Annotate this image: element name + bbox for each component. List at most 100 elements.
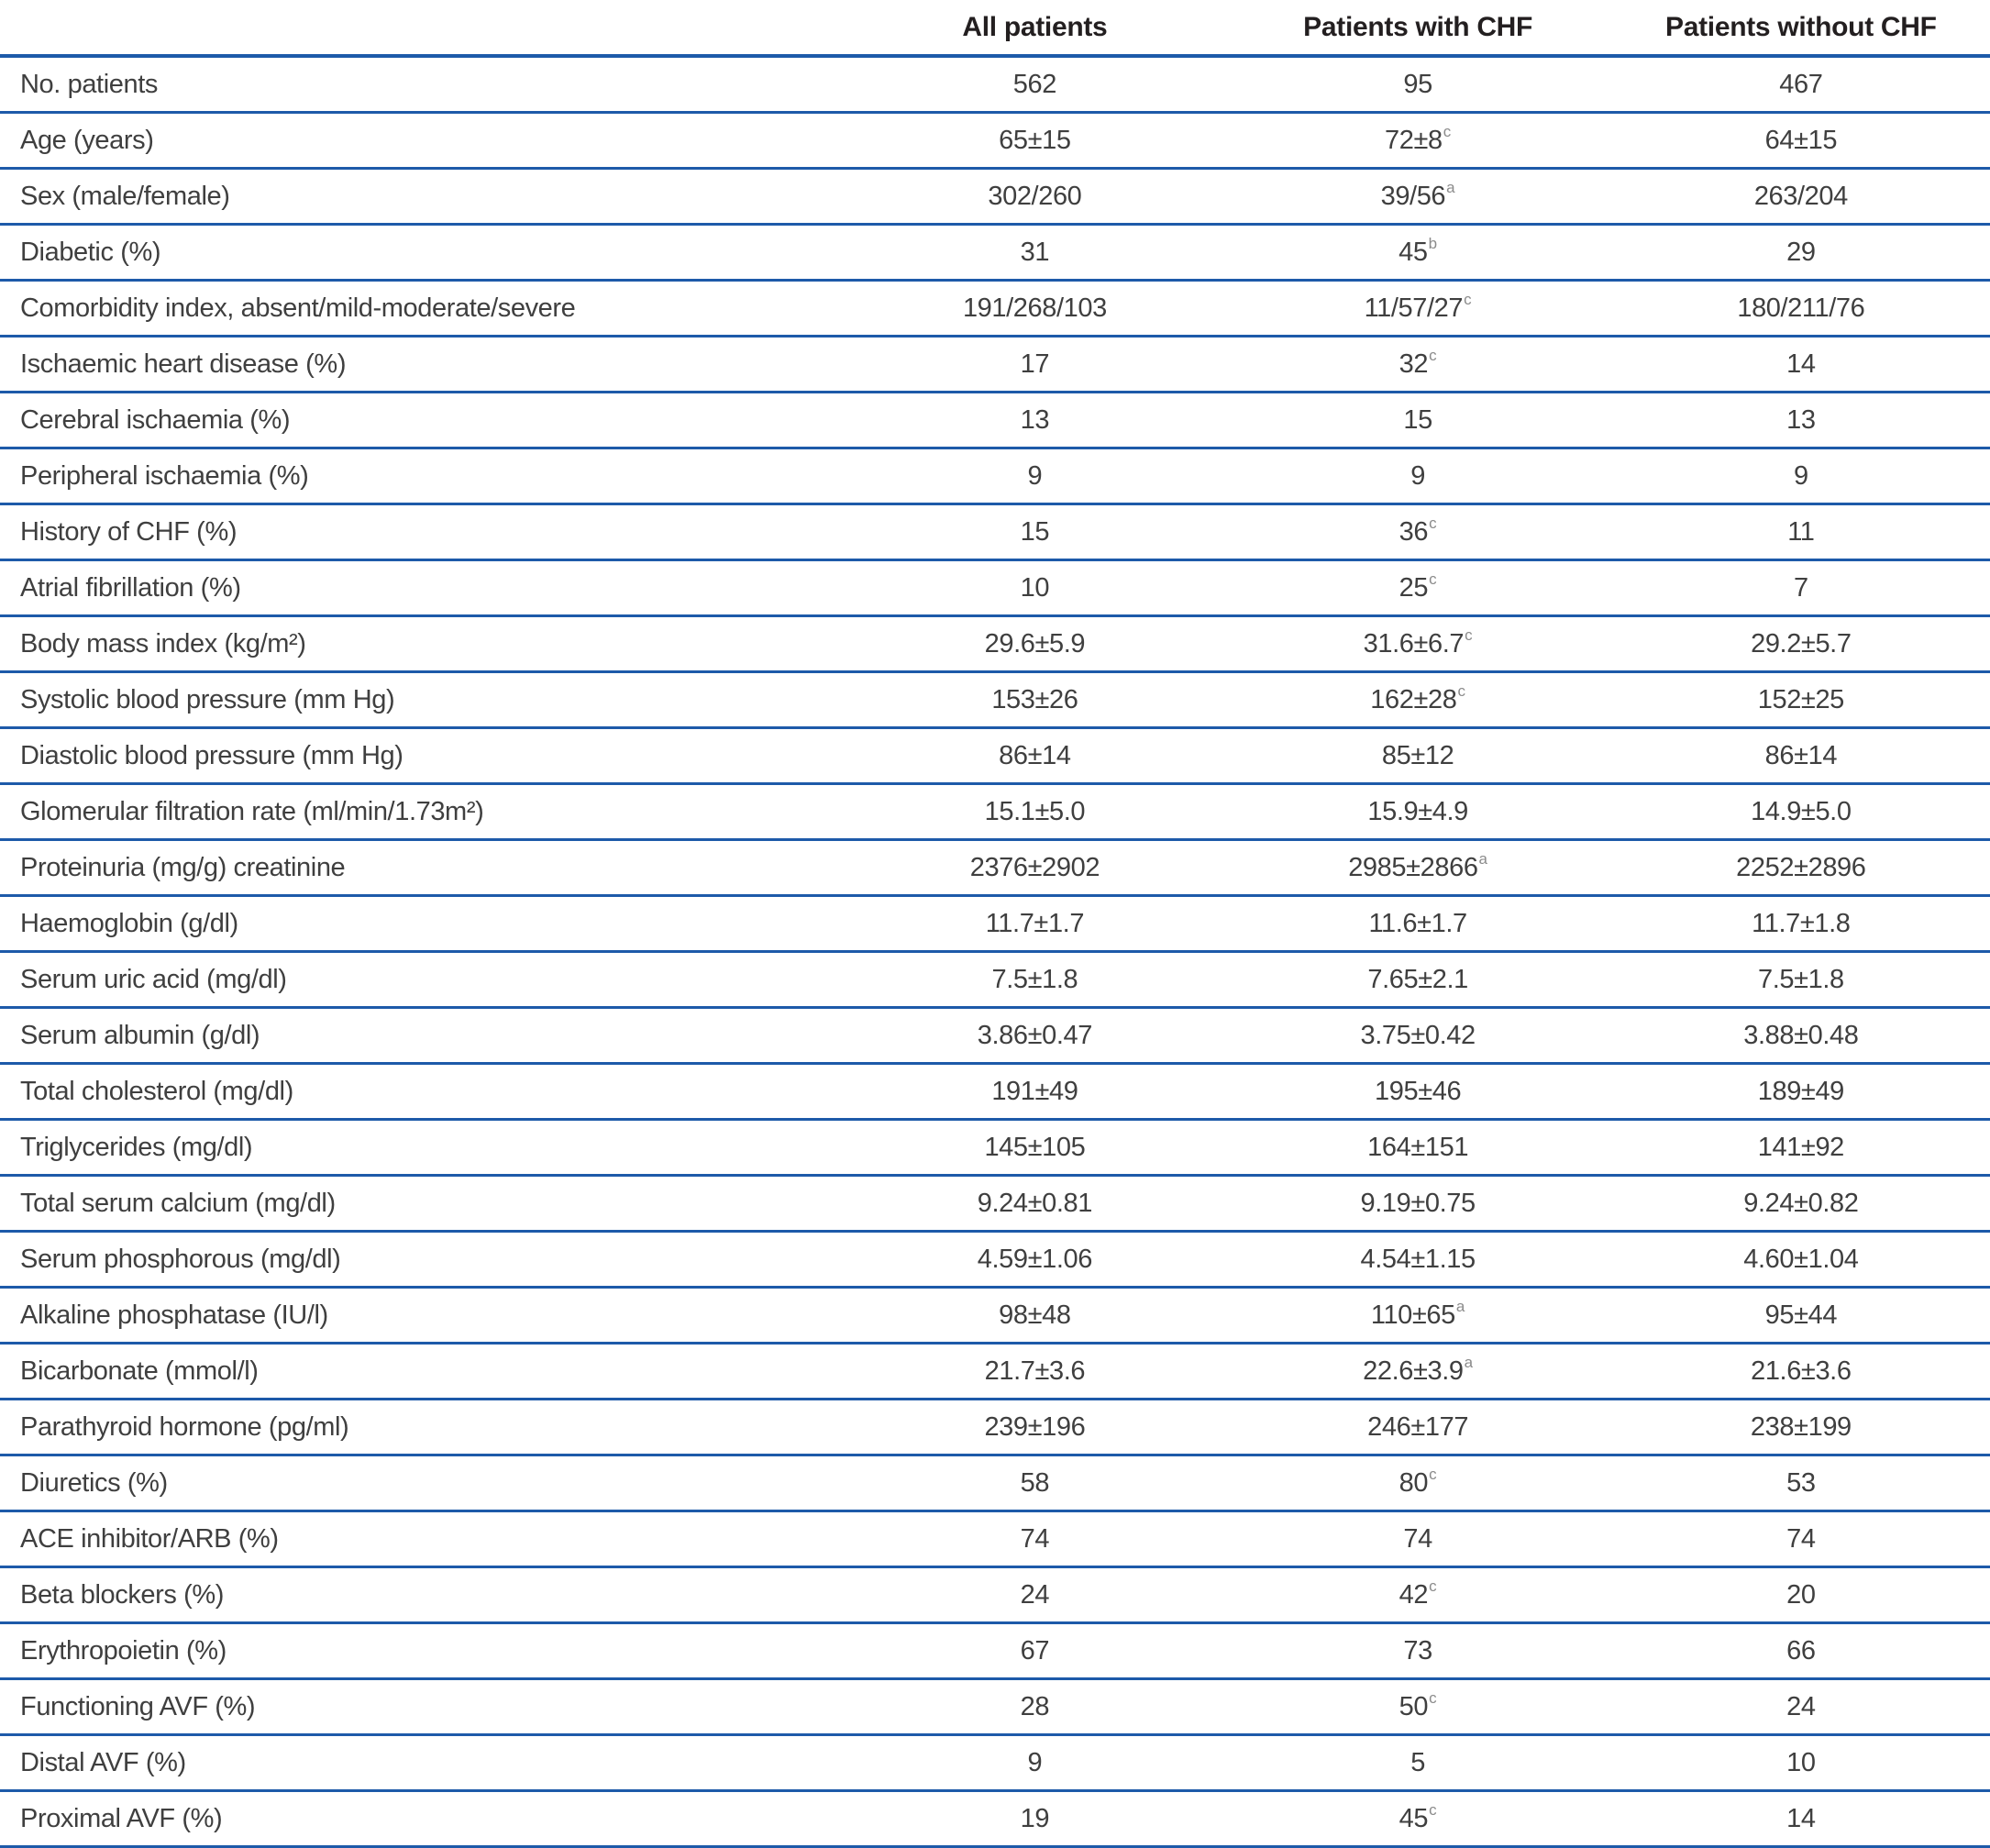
row-label: Serum phosphorous (mg/dl): [0, 1231, 846, 1289]
significance-superscript: a: [1446, 178, 1455, 196]
cell-value: 11.7±1.8: [1611, 895, 1990, 953]
significance-superscript: c: [1429, 346, 1437, 364]
value-text: 9.24±0.82: [1743, 1188, 1859, 1218]
cell-value: 195±46: [1223, 1063, 1612, 1121]
row-label: ACE inhibitor/ARB (%): [0, 1510, 846, 1568]
row-label: Atrial fibrillation (%): [0, 559, 846, 617]
header-patients-with-chf: Patients with CHF: [1223, 0, 1612, 58]
cell-value: 9: [846, 1734, 1224, 1792]
row-label: Distal AVF (%): [0, 1734, 846, 1792]
significance-superscript: c: [1429, 1577, 1437, 1595]
value-text: 80: [1399, 1467, 1429, 1498]
row-label: Triglycerides (mg/dl): [0, 1119, 846, 1177]
row-label: Total serum calcium (mg/dl): [0, 1175, 846, 1233]
row-label: Total cholesterol (mg/dl): [0, 1063, 846, 1121]
cell-value: 13: [1611, 392, 1990, 449]
table-row: Age (years) 65±15 72±8c 64±15: [0, 112, 1990, 170]
row-label: Peripheral ischaemia (%): [0, 448, 846, 505]
row-label: Beta blockers (%): [0, 1566, 846, 1624]
row-label: Functioning AVF (%): [0, 1678, 846, 1736]
row-label: Diastolic blood pressure (mm Hg): [0, 727, 846, 785]
table-row: Proximal AVF (%) 19 45c 14: [0, 1790, 1990, 1848]
value-text: 191/268/103: [962, 293, 1107, 323]
value-text: 95±44: [1764, 1300, 1838, 1330]
significance-superscript: a: [1464, 1353, 1474, 1371]
value-text: 19: [1020, 1803, 1050, 1833]
value-text: 2252±2896: [1736, 852, 1866, 882]
table-row: Systolic blood pressure (mm Hg) 153±26 162…: [0, 671, 1990, 729]
value-text: 13: [1020, 404, 1050, 435]
table-row: Erythropoietin (%) 67 73 66: [0, 1622, 1990, 1680]
value-text: 15: [1020, 516, 1050, 547]
cell-value: 4.54±1.15: [1223, 1231, 1612, 1289]
value-text: 20: [1786, 1579, 1816, 1610]
value-text: 64±15: [1764, 125, 1838, 155]
cell-value: 10: [1611, 1734, 1990, 1792]
significance-superscript: c: [1429, 1800, 1437, 1819]
value-text: 4.60±1.04: [1743, 1244, 1859, 1274]
cell-value: 9.24±0.81: [846, 1175, 1224, 1233]
table-row: Diastolic blood pressure (mm Hg) 86±14 85±…: [0, 727, 1990, 785]
value-text: 11.7±1.8: [1752, 908, 1851, 938]
value-text: 141±92: [1757, 1132, 1845, 1162]
table-row: ACE inhibitor/ARB (%) 74 74 74: [0, 1510, 1990, 1568]
row-label: Age (years): [0, 112, 846, 170]
value-text: 73: [1403, 1635, 1432, 1665]
table-row: Parathyroid hormone (pg/ml) 239±196 246±17…: [0, 1399, 1990, 1456]
value-text: 7: [1793, 572, 1808, 603]
value-text: 7.65±2.1: [1367, 964, 1468, 994]
row-label: Body mass index (kg/m²): [0, 615, 846, 673]
cell-value: 21.6±3.6: [1611, 1343, 1990, 1400]
row-label: Cerebral ischaemia (%): [0, 392, 846, 449]
cell-value: 25c: [1223, 559, 1612, 617]
table-row: Bicarbonate (mmol/l) 21.7±3.6 22.6±3.9a 21.…: [0, 1343, 1990, 1400]
cell-value: 85±12: [1223, 727, 1612, 785]
value-text: 189±49: [1757, 1076, 1845, 1106]
cell-value: 15.1±5.0: [846, 783, 1224, 841]
value-text: 21.6±3.6: [1751, 1356, 1852, 1386]
cell-value: 98±48: [846, 1287, 1224, 1345]
table-row: Serum uric acid (mg/dl) 7.5±1.8 7.65±2.1 7.…: [0, 951, 1990, 1009]
row-label: Bicarbonate (mmol/l): [0, 1343, 846, 1400]
cell-value: 31.6±6.7c: [1223, 615, 1612, 673]
table-row: Ischaemic heart disease (%) 17 32c 14: [0, 336, 1990, 393]
table-row: Triglycerides (mg/dl) 145±105 164±151 141±9…: [0, 1119, 1990, 1177]
row-label: Sex (male/female): [0, 168, 846, 226]
cell-value: 162±28c: [1223, 671, 1612, 729]
cell-value: 15.9±4.9: [1223, 783, 1612, 841]
cell-value: 191±49: [846, 1063, 1224, 1121]
value-text: 86±14: [1764, 740, 1838, 770]
cell-value: 11: [1611, 503, 1990, 561]
value-text: 3.75±0.42: [1360, 1020, 1476, 1050]
significance-superscript: c: [1429, 1688, 1437, 1707]
value-text: 58: [1020, 1467, 1050, 1498]
cell-value: 191/268/103: [846, 280, 1224, 338]
value-text: 9: [1410, 460, 1425, 491]
value-text: 86±14: [999, 740, 1071, 770]
value-text: 42: [1399, 1579, 1429, 1610]
cell-value: 95: [1223, 56, 1612, 114]
cell-value: 86±14: [846, 727, 1224, 785]
header-all-patients: All patients: [846, 0, 1224, 58]
cell-value: 9.24±0.82: [1611, 1175, 1990, 1233]
cell-value: 14: [1611, 1790, 1990, 1848]
cell-value: 2985±2866a: [1223, 839, 1612, 897]
value-text: 180/211/76: [1737, 293, 1865, 323]
header-row: All patients Patients with CHF Patients …: [0, 0, 1990, 58]
value-text: 29: [1786, 237, 1816, 267]
value-text: 66: [1786, 1635, 1816, 1665]
value-text: 11.7±1.7: [985, 908, 1085, 938]
row-label: Haemoglobin (g/dl): [0, 895, 846, 953]
value-text: 29.6±5.9: [984, 628, 1086, 658]
cell-value: 11/57/27c: [1223, 280, 1612, 338]
cell-value: 238±199: [1611, 1399, 1990, 1456]
table-row: Peripheral ischaemia (%) 9 9 9: [0, 448, 1990, 505]
header-empty-cell: [0, 0, 846, 58]
cell-value: 7.5±1.8: [846, 951, 1224, 1009]
value-text: 21.7±3.6: [984, 1356, 1086, 1386]
row-label: Erythropoietin (%): [0, 1622, 846, 1680]
cell-value: 19: [846, 1790, 1224, 1848]
value-text: 110±65: [1370, 1300, 1455, 1330]
value-text: 9: [1027, 460, 1043, 491]
cell-value: 36c: [1223, 503, 1612, 561]
